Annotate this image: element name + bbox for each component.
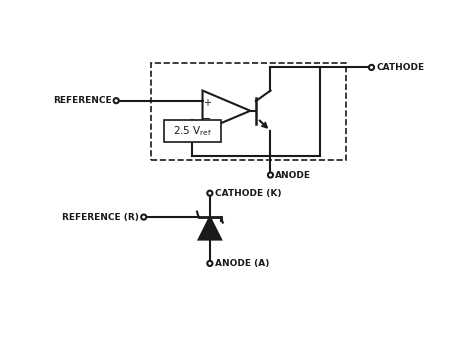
Text: −: − [202,114,211,124]
Circle shape [141,214,146,220]
Text: CATHODE (K): CATHODE (K) [215,189,281,198]
Text: ANODE (A): ANODE (A) [215,259,269,268]
Circle shape [369,65,374,70]
Circle shape [268,173,273,178]
Text: REFERENCE (R): REFERENCE (R) [63,213,139,222]
Polygon shape [199,217,221,239]
Circle shape [114,98,119,103]
Text: CATHODE: CATHODE [376,63,424,72]
Circle shape [207,261,212,266]
Text: +: + [203,98,211,108]
Bar [164,120,221,142]
Text: ANODE: ANODE [275,170,311,179]
Circle shape [207,191,212,196]
Text: 2.5 V$_{\mathregular{ref}}$: 2.5 V$_{\mathregular{ref}}$ [173,124,212,138]
Bar [151,63,346,161]
Text: REFERENCE: REFERENCE [53,96,112,105]
